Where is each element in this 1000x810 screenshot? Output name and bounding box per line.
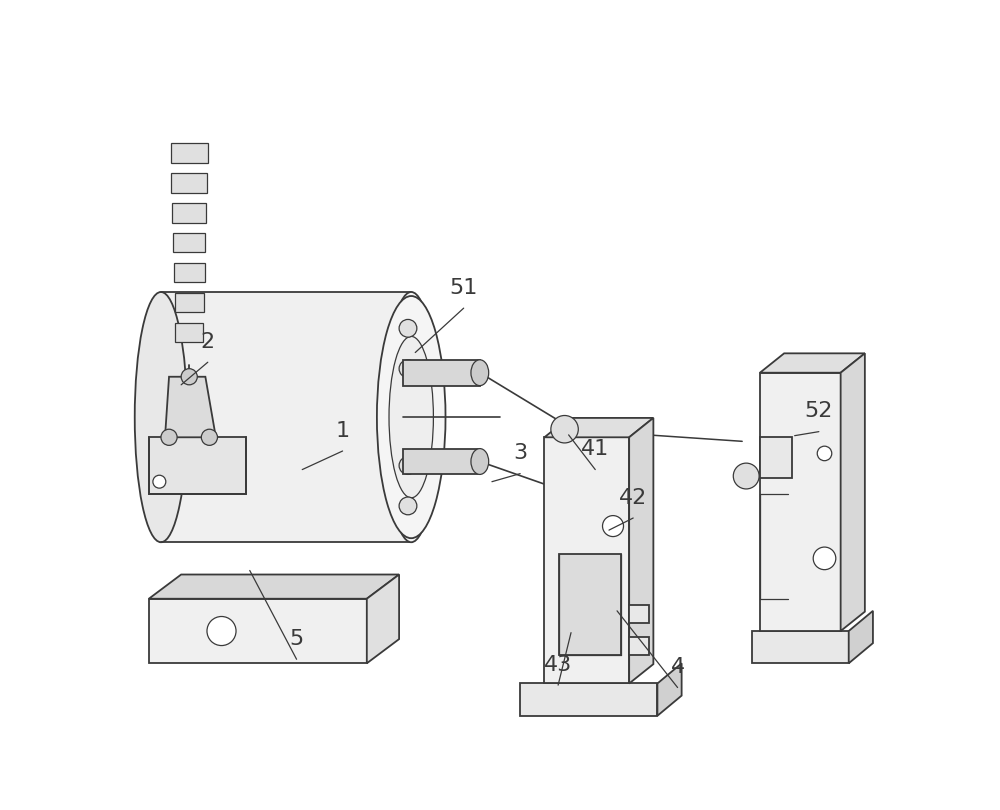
Polygon shape <box>760 373 841 631</box>
Ellipse shape <box>471 360 489 386</box>
Text: 2: 2 <box>201 332 215 352</box>
Circle shape <box>551 416 578 443</box>
Polygon shape <box>165 377 216 437</box>
Polygon shape <box>149 574 399 599</box>
Circle shape <box>817 446 832 461</box>
Polygon shape <box>849 611 873 663</box>
Circle shape <box>161 429 177 446</box>
Polygon shape <box>149 599 367 663</box>
Ellipse shape <box>135 292 187 542</box>
Polygon shape <box>841 353 865 631</box>
Bar <box>174 263 205 283</box>
Circle shape <box>399 497 417 515</box>
Circle shape <box>603 516 624 536</box>
Bar <box>171 173 207 193</box>
Bar <box>175 322 203 342</box>
Polygon shape <box>367 574 399 663</box>
Polygon shape <box>760 437 792 478</box>
Polygon shape <box>760 353 865 373</box>
Ellipse shape <box>385 292 437 542</box>
Polygon shape <box>544 418 653 437</box>
Bar <box>175 292 204 312</box>
Circle shape <box>181 369 197 385</box>
Polygon shape <box>520 684 657 716</box>
Polygon shape <box>752 631 849 663</box>
Polygon shape <box>629 637 649 655</box>
Circle shape <box>399 457 417 475</box>
Bar <box>171 143 208 163</box>
Circle shape <box>399 360 417 377</box>
Polygon shape <box>403 449 480 475</box>
Circle shape <box>733 463 759 489</box>
Ellipse shape <box>389 336 433 498</box>
Text: 51: 51 <box>449 278 478 298</box>
Circle shape <box>207 616 236 646</box>
Polygon shape <box>657 663 682 716</box>
Text: 3: 3 <box>513 443 527 463</box>
Text: 41: 41 <box>581 439 609 459</box>
Polygon shape <box>629 418 653 684</box>
Text: 52: 52 <box>805 402 833 421</box>
Polygon shape <box>403 360 480 386</box>
Ellipse shape <box>471 449 489 475</box>
Polygon shape <box>629 605 649 623</box>
Polygon shape <box>161 292 411 542</box>
Polygon shape <box>544 437 629 684</box>
Text: 1: 1 <box>336 421 350 441</box>
Circle shape <box>813 547 836 569</box>
Circle shape <box>201 429 217 446</box>
Text: 5: 5 <box>289 629 304 649</box>
Polygon shape <box>149 437 246 494</box>
Ellipse shape <box>377 296 446 538</box>
Bar <box>173 233 205 253</box>
Circle shape <box>399 319 417 337</box>
Text: 43: 43 <box>544 655 572 675</box>
Circle shape <box>153 475 166 488</box>
Polygon shape <box>559 554 621 655</box>
Bar <box>172 203 206 223</box>
Text: 4: 4 <box>671 658 685 677</box>
Text: 42: 42 <box>619 488 647 508</box>
